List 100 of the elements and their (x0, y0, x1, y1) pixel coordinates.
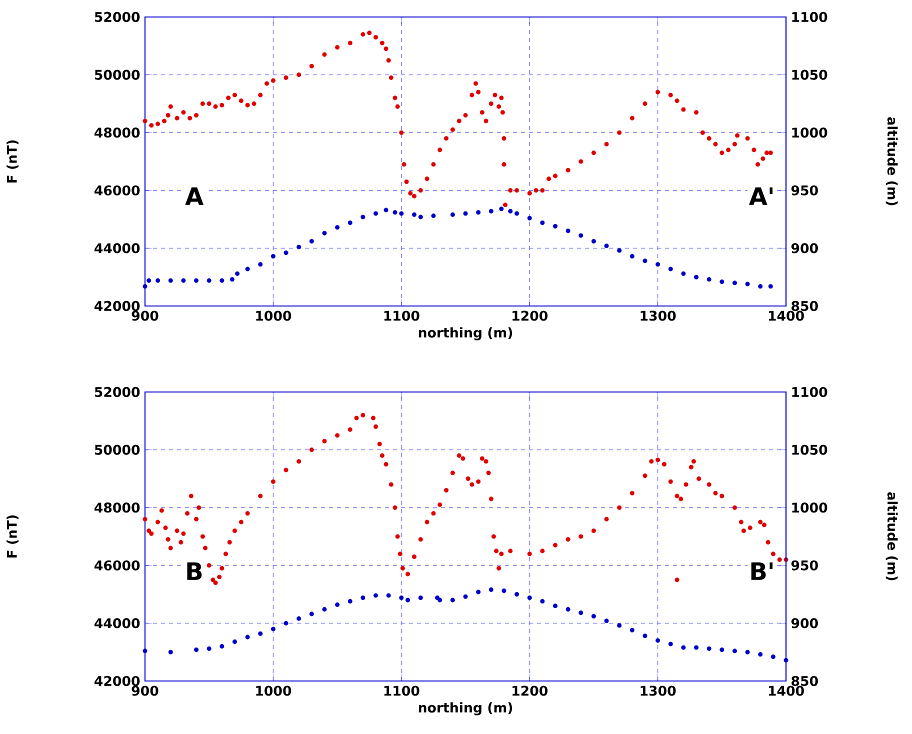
point (438, 598, 442, 602)
point (476, 590, 481, 594)
point (463, 594, 468, 599)
point (668, 266, 673, 272)
point (732, 280, 737, 286)
point (502, 588, 506, 594)
x-tick-label: 1000 (256, 686, 292, 696)
point (181, 278, 186, 283)
y-tick-label: 48000 (94, 502, 140, 513)
point (604, 618, 609, 624)
x-tick-label: 1400 (768, 686, 804, 696)
point (527, 595, 532, 600)
point (578, 233, 584, 238)
point (732, 648, 737, 654)
point (681, 271, 686, 276)
point (142, 284, 148, 289)
y2-tick-label: 900 (791, 618, 818, 628)
point (245, 266, 250, 272)
point (566, 607, 570, 612)
x-tick-label: 1100 (384, 686, 420, 696)
point (322, 607, 327, 612)
point (406, 598, 410, 602)
y-tick-label: 48000 (94, 128, 140, 138)
point (296, 616, 302, 621)
point (694, 274, 699, 280)
point (784, 658, 788, 662)
point (488, 587, 494, 592)
point (508, 208, 513, 214)
y-tick-label: 46000 (94, 560, 140, 570)
point (642, 634, 648, 638)
point (630, 254, 634, 259)
x-tick-label: 1300 (640, 686, 676, 696)
point (656, 262, 660, 267)
point (681, 645, 686, 650)
point (235, 271, 240, 276)
y2-tick-label: 1050 (792, 70, 828, 80)
point (230, 277, 234, 282)
point (745, 282, 750, 286)
x-tick-label: 1100 (384, 310, 420, 321)
annotation: A' (748, 187, 773, 205)
point (527, 216, 532, 220)
point (768, 284, 773, 289)
y2-tick-label: 900 (791, 243, 818, 254)
y2-tick-label: 950 (791, 560, 818, 570)
y-tick-label: 50000 (94, 70, 140, 80)
point (488, 208, 494, 214)
annotation: B (187, 562, 202, 580)
y2-tick-label: 1100 (792, 12, 828, 22)
point (656, 638, 660, 643)
point (617, 248, 622, 253)
point (386, 593, 391, 598)
point (399, 595, 404, 600)
y2-axis-title: altitude (m) (886, 117, 898, 206)
y2-tick-label: 1000 (792, 128, 828, 138)
point (270, 254, 276, 259)
x-axis-title: northing (m) (418, 702, 512, 716)
x-tick-label: 1000 (256, 310, 292, 321)
annotation: A (185, 187, 204, 205)
point (206, 278, 212, 283)
point (642, 258, 648, 264)
point (360, 214, 366, 220)
point (384, 208, 388, 212)
point (630, 628, 634, 632)
point (284, 250, 288, 256)
y-tick-label: 42000 (94, 676, 140, 686)
y-tick-label: 46000 (94, 185, 140, 196)
point (232, 639, 238, 644)
point (431, 214, 436, 218)
point (476, 210, 481, 215)
point (758, 284, 763, 289)
annotation: B' (751, 562, 772, 580)
point (146, 278, 152, 283)
point (720, 279, 724, 284)
point (552, 224, 558, 228)
point (450, 212, 455, 217)
point (566, 228, 570, 234)
point (540, 220, 545, 226)
y2-tick-label: 1100 (792, 386, 828, 398)
point (617, 623, 622, 628)
x-tick-label: 1300 (640, 310, 676, 321)
point (373, 593, 378, 598)
point (578, 610, 584, 616)
y2-tick-label: 850 (792, 676, 818, 686)
point (194, 648, 199, 652)
point (392, 210, 398, 215)
point (258, 262, 263, 267)
y-tick-label: 42000 (94, 300, 140, 312)
point (168, 278, 173, 283)
point (399, 211, 404, 216)
point (412, 212, 416, 217)
point (694, 645, 699, 650)
point (373, 211, 378, 216)
point (514, 211, 520, 216)
point (270, 626, 276, 632)
y-tick-label: 52000 (94, 12, 140, 22)
x-tick-label: 900 (132, 686, 158, 696)
point (591, 238, 596, 244)
point (220, 278, 224, 283)
point (706, 646, 712, 651)
point (668, 642, 673, 646)
